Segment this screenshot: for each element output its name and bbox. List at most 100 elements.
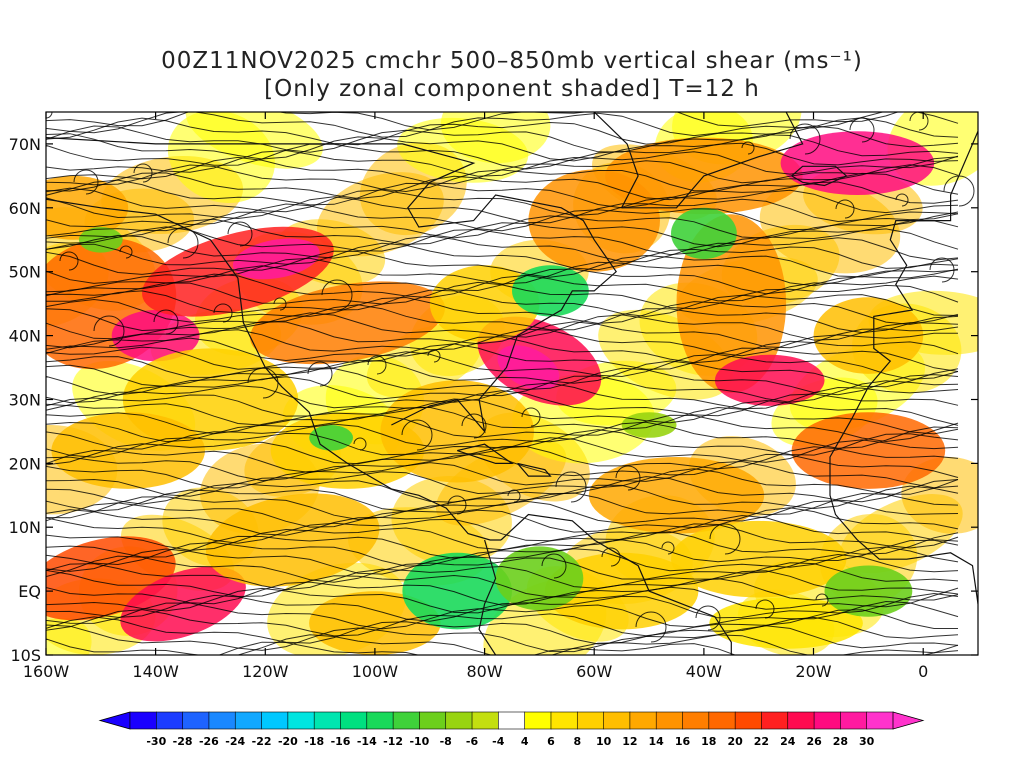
streamline: [46, 142, 959, 170]
lon-label: 40W: [686, 662, 722, 681]
colorbar: -30 -28 -26 -24 -22 -20 -18 -16 -14 -12 -10 -8 -6 -4 4…: [98, 711, 925, 748]
colorbar-tick-label: 12: [622, 735, 637, 748]
lat-label: 30N: [9, 391, 41, 410]
streamline-eddy: [695, 605, 721, 631]
streamline: [46, 250, 959, 278]
colorbar-box: [866, 711, 894, 730]
streamline: [46, 187, 959, 217]
streamline: [46, 514, 959, 544]
streamline-eddy: [247, 367, 279, 399]
streamline: [46, 616, 959, 645]
colorbar-tick-label: -14: [357, 735, 377, 748]
streamline-eddy: [635, 611, 667, 643]
streamline-eddy: [227, 221, 253, 247]
colorbar-tick-label: -6: [466, 735, 479, 748]
shear-shade-patch: [813, 297, 924, 374]
colorbar-tick-label: -4: [492, 735, 505, 748]
colorbar-box: [787, 711, 815, 730]
streamline-eddy: [367, 355, 387, 375]
colorbar-tick-label: -12: [383, 735, 403, 748]
colorbar-tick-label: 20: [727, 735, 743, 748]
shear-shade-patch: [495, 546, 584, 611]
coastline: [478, 539, 497, 655]
colorbar-tick-label: -10: [409, 735, 429, 748]
streamline: [46, 523, 959, 551]
colorbar-box: [261, 711, 289, 730]
colorbar-tick-label: 6: [547, 735, 555, 748]
colorbar-tick-label: -20: [278, 735, 298, 748]
coastline: [500, 513, 732, 655]
coastline: [593, 112, 639, 209]
colorbar-box: [366, 711, 394, 730]
colorbar-tick-label: -8: [440, 735, 452, 748]
colorbar-tick-label: -24: [225, 735, 245, 748]
lon-label: 120W: [242, 662, 289, 681]
streamline-eddy: [895, 193, 909, 207]
colorbar-arrow-left: [98, 711, 131, 730]
colorbar-box: [156, 711, 184, 730]
streamline-eddy: [46, 112, 53, 119]
longitude-axis: 160W 140W 120W 100W 80W 60W 40W 20W 0: [23, 112, 928, 681]
streamline-eddy: [661, 541, 675, 555]
streamline: [46, 125, 959, 153]
streamline: [46, 321, 959, 349]
colorbar-box: [734, 711, 763, 730]
lon-label: 60W: [576, 662, 612, 681]
colorbar-tick-label: -22: [252, 735, 272, 748]
streamline-eddy: [427, 349, 441, 363]
colorbar-box: [471, 711, 499, 730]
title-line-1: 00Z11NOV2025 cmchr 500–850mb vertical sh…: [161, 48, 863, 74]
streamline: [46, 500, 959, 528]
streamline: [46, 156, 959, 185]
shear-shade-patch: [397, 117, 529, 183]
colorbar-box: [182, 711, 210, 730]
colorbar-tick-label: 28: [833, 735, 848, 748]
streamline: [46, 484, 959, 512]
colorbar-tick-label: 14: [649, 735, 665, 748]
streamline: [46, 553, 959, 583]
shear-shade-patch: [759, 180, 901, 274]
streamline: [46, 343, 959, 372]
shear-shade-patch: [671, 207, 737, 259]
shear-shade-patch: [316, 172, 444, 257]
streamline: [46, 492, 959, 521]
coastline: [791, 165, 848, 187]
streamline-eddy: [119, 245, 133, 259]
colorbar-tick-label: -26: [199, 735, 219, 748]
streamline: [46, 406, 959, 435]
lat-label: 70N: [9, 135, 41, 154]
colorbar-box: [840, 711, 868, 730]
coastline: [46, 198, 501, 541]
coastline: [46, 137, 617, 434]
colorbar-box: [524, 711, 552, 730]
streamline: [46, 242, 959, 271]
streamline: [46, 351, 959, 380]
colorbar-tick-label: -30: [146, 735, 166, 748]
colorbar-tick-label: 24: [780, 735, 796, 748]
colorbar-box: [550, 711, 578, 730]
streamline-eddy: [755, 599, 775, 619]
colorbar-tick-label: -28: [173, 735, 193, 748]
streamline: [46, 539, 959, 567]
streamline-eddy: [849, 117, 875, 143]
streamline-eddy: [153, 309, 179, 335]
streamline-eddy: [929, 257, 955, 283]
streamline-eddy: [273, 297, 287, 311]
colorbar-box: [129, 711, 157, 730]
streamline-eddy: [835, 199, 855, 219]
streamline: [46, 164, 959, 193]
wind-streamlines: [46, 112, 975, 655]
colorbar-tick-label: 10: [596, 735, 612, 748]
colorbar-box: [682, 711, 710, 730]
shear-shade-patch: [435, 439, 567, 526]
colorbar-box: [761, 711, 789, 730]
colorbar-tick-label: 22: [754, 735, 769, 748]
streamline-eddy: [401, 419, 433, 451]
title-line-2: [Only zonal component shaded] T=12 h: [264, 76, 760, 102]
colorbar-box: [813, 711, 841, 730]
shear-shade-patch: [78, 227, 123, 253]
streamline-eddy: [59, 251, 79, 271]
streamline: [46, 531, 959, 559]
colorbar-box: [287, 711, 315, 730]
